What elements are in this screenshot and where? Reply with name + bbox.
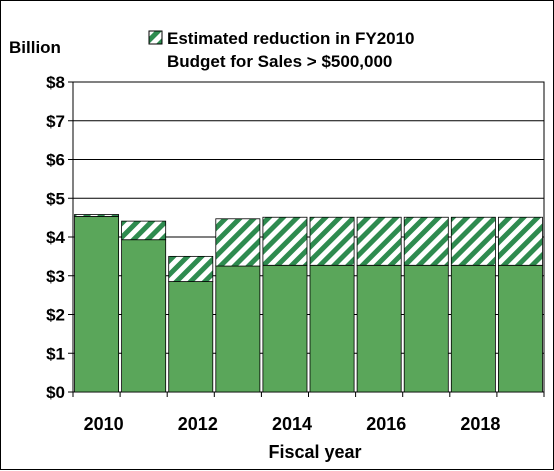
bar-reduction [356, 216, 402, 266]
bar-base [262, 264, 308, 393]
bar-reduction [450, 216, 496, 266]
bar-base [168, 281, 214, 393]
x-tick-label: 2012 [178, 414, 218, 434]
bar-reduction [497, 216, 543, 266]
x-tick-label: 2016 [366, 414, 406, 434]
x-tick-labels: 2010 2012 2014 2016 2018 [72, 392, 545, 434]
x-tick-label: 2018 [460, 414, 500, 434]
x-axis-title: Fiscal year [268, 442, 361, 462]
y-tick-label: $2 [46, 306, 65, 325]
bar-reduction [121, 220, 167, 241]
y-tick-label: $0 [46, 383, 65, 402]
bars [74, 214, 543, 393]
bar-base [215, 265, 261, 393]
bar-base [403, 264, 449, 393]
bar-reduction [262, 216, 308, 266]
y-tick-labels: $0 $1 $2 $3 $4 $5 $6 $7 $8 [46, 73, 65, 402]
bar-base [356, 264, 402, 393]
legend-line-2: Budget for Sales > $500,000 [167, 52, 392, 71]
bar-reduction [403, 216, 449, 266]
bar-base [74, 216, 119, 393]
x-tick-label: 2010 [84, 414, 124, 434]
bar-reduction [74, 214, 119, 217]
bar-reduction [309, 216, 355, 266]
y-tick-label: $4 [46, 228, 65, 247]
bar-base [450, 264, 496, 393]
y-tick-label: $7 [46, 112, 65, 131]
legend: Estimated reduction in FY2010 Budget for… [148, 29, 415, 71]
bar-base [309, 264, 355, 393]
y-axis-title: Billion [9, 38, 61, 57]
y-tick-label: $1 [46, 344, 65, 363]
y-tick-label: $6 [46, 151, 65, 170]
y-tick-label: $5 [46, 189, 65, 208]
y-tick-label: $3 [46, 267, 65, 286]
bar-reduction [215, 218, 261, 267]
bar-base [121, 239, 167, 393]
legend-line-1: Estimated reduction in FY2010 [167, 29, 415, 48]
x-tick-label: 2014 [272, 414, 312, 434]
legend-swatch [148, 30, 163, 45]
bar-reduction [168, 255, 214, 282]
bar-base [497, 264, 543, 393]
y-tick-label: $8 [46, 73, 65, 92]
